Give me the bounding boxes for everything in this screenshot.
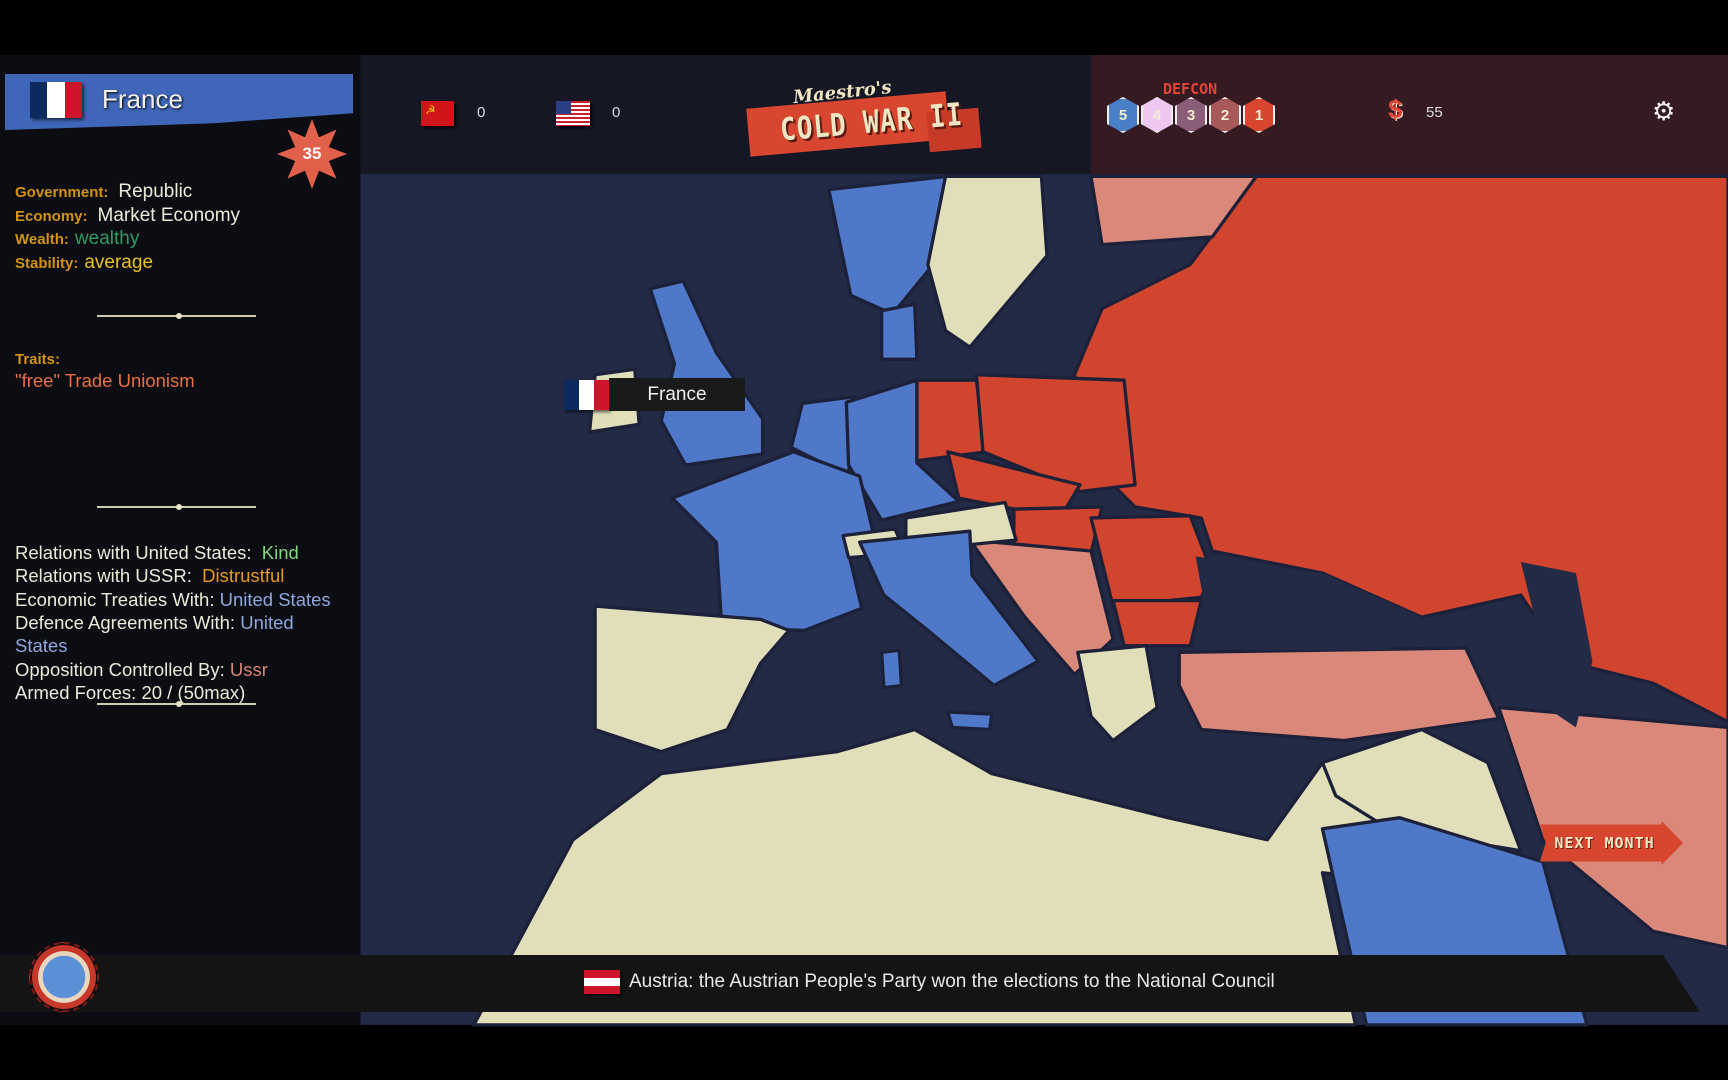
defcon-2: 2 [1209,97,1241,133]
country-sicily [946,710,994,732]
country-norway [827,174,950,316]
country-poland [974,373,1137,494]
country-tooltip: France [609,378,745,411]
stat-government: Government: Republic [15,181,193,202]
dollar-icon: $ [1388,94,1403,124]
armed-forces-slider[interactable] [97,701,256,707]
austria-flag-icon [584,970,620,994]
country-denmark [879,302,919,361]
country-bulgaria [1111,598,1203,648]
defcon-3: 3 [1175,97,1207,133]
defence-agreements: Defence Agreements With: United [15,612,294,633]
news-text: Austria: the Austrian People's Party won… [629,971,1275,992]
divider-slider [97,504,256,510]
country-east-germany [915,378,988,463]
stat-stability: Stability: average [15,252,154,273]
defcon-4: 4 [1141,97,1173,133]
defcon-meter: 5 4 3 2 1 [1107,97,1275,133]
country-greece [1076,644,1159,743]
france-flag-icon [30,82,82,118]
next-month-button[interactable]: NEXT MONTH [1540,821,1683,865]
us-flag-icon [556,101,590,126]
relation-ussr: Relations with USSR: Distrustful [15,565,285,586]
money-amount: 55 [1426,104,1443,121]
news-ticker [0,955,1700,1012]
trait-item: "free" Trade Unionism [15,370,195,391]
ussr-flag-icon: ☭ [421,101,454,126]
country-finland [1089,174,1258,247]
stat-wealth: Wealth: wealthy [15,228,140,249]
defcon-5: 5 [1107,97,1139,133]
score-badge: 35 [277,119,347,189]
country-iberia [593,604,791,754]
opposition-control: Opposition Controlled By: Ussr [15,659,268,680]
defence-agreements-cont: States [15,635,68,656]
us-score: 0 [612,104,621,121]
country-france [670,450,875,633]
country-italy [857,529,1040,688]
country-sweden [926,174,1049,349]
game-logo: Maestro's COLD WAR II [746,77,982,157]
country-sardinia [879,648,904,690]
defcon-label: DEFCON [1163,80,1218,98]
relation-us: Relations with United States: Kind [15,542,299,563]
country-panel [0,55,360,1025]
gear-icon[interactable]: ⚙ [1652,96,1676,126]
country-romania [1089,514,1214,608]
ussr-score: 0 [477,104,486,121]
defcon-1: 1 [1243,97,1275,133]
france-flag-icon [564,380,609,410]
stat-economy: Economy: Market Economy [15,205,241,226]
globe-icon[interactable] [29,942,99,1012]
traits-label: Traits: [15,351,61,368]
country-name: France [102,84,183,114]
economic-treaties: Economic Treaties With: United States [15,589,331,610]
country-middle-east [1320,727,1523,853]
caspian-sea [1520,562,1593,728]
divider-slider [97,313,256,319]
armed-forces: Armed Forces: 20 / (50max) [15,682,246,703]
country-turkey [1177,646,1501,743]
black-sea [1195,556,1422,651]
